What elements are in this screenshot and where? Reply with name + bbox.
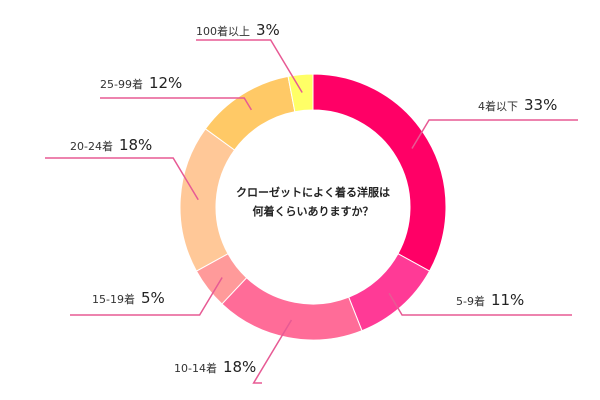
category-label-1: 4着以下: [478, 99, 518, 113]
center-title-line-2: 何着くらいありますか？: [253, 204, 374, 218]
category-label-2: 5-9着: [456, 294, 485, 308]
value-label-6: 12%: [149, 74, 182, 92]
data-label-6: 25-99着 12%: [100, 74, 182, 92]
leader-line-7: [196, 39, 303, 93]
leader-line-3: [252, 319, 293, 384]
donut-slice-6: [204, 75, 296, 151]
data-label-1: 4着以下 33%: [478, 96, 557, 114]
leader-line-1: [411, 119, 578, 149]
value-label-4: 5%: [141, 289, 165, 307]
donut-slice-5: [179, 128, 236, 272]
data-label-4: 15-19着 5%: [92, 289, 165, 307]
leader-line-5: [45, 157, 199, 201]
data-label-3: 10-14着 18%: [174, 358, 256, 376]
category-label-7: 100着以上: [196, 24, 250, 38]
category-label-5: 20-24着: [70, 139, 113, 153]
value-label-5: 18%: [119, 136, 152, 154]
category-label-6: 25-99着: [100, 77, 143, 91]
value-label-1: 33%: [524, 96, 557, 114]
data-label-5: 20-24着 18%: [70, 136, 152, 154]
category-label-4: 15-19着: [92, 292, 135, 306]
leader-line-6: [100, 97, 253, 111]
donut-slice-2: [348, 253, 431, 332]
leader-lines: [45, 39, 578, 384]
center-title-line-1: クローゼットによく着る洋服は: [236, 185, 390, 199]
leader-line-4: [70, 277, 223, 316]
donut-slice-3: [221, 277, 363, 341]
value-label-2: 11%: [491, 291, 524, 309]
data-label-2: 5-9着 11%: [456, 291, 524, 309]
data-labels: 4着以下 33% 5-9着 11% 10-14着 18% 15-19着 5% 20-24着 18%…: [70, 21, 557, 376]
category-label-3: 10-14着: [174, 361, 217, 375]
value-label-3: 18%: [223, 358, 256, 376]
donut-slices: [179, 73, 447, 341]
value-label-7: 3%: [256, 21, 280, 39]
leader-line-2: [388, 292, 572, 316]
donut-slice-7: [287, 73, 314, 113]
data-label-7: 100着以上 3%: [196, 21, 280, 39]
donut-slice-1: [312, 73, 447, 272]
